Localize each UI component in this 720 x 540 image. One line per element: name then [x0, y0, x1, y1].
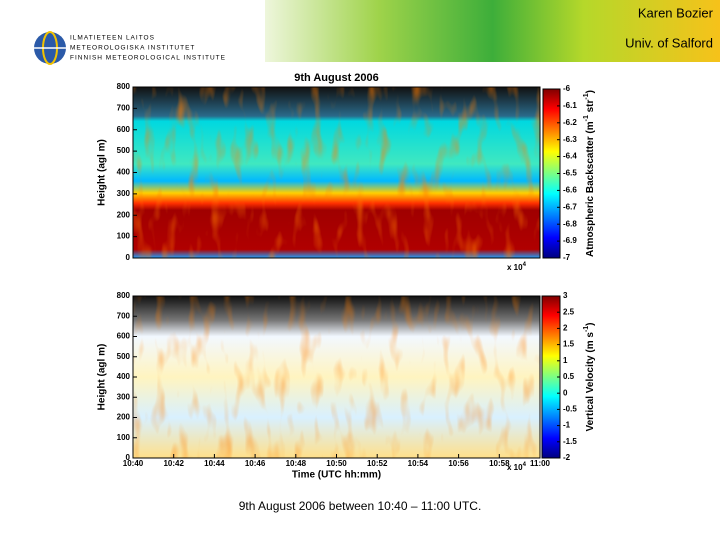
colorbar-tick-label: -6.1 — [563, 101, 577, 110]
x-tick-label: 10:42 — [163, 459, 184, 468]
colorbar-label-part: Atmospheric Backscatter (m — [585, 121, 596, 257]
colorbar-label-sup: -1 — [583, 326, 590, 332]
banner — [265, 0, 720, 62]
author: Karen Bozier — [638, 5, 714, 20]
x-tick-label: 10:50 — [326, 459, 347, 468]
x-exponent-power: 4 — [523, 262, 527, 268]
colorbar-label: Atmospheric Backscatter (m-1 str-1) — [583, 90, 596, 257]
colorbar-tick-label: -6.2 — [563, 118, 577, 127]
y-tick-label: 0 — [126, 453, 131, 462]
x-axis-label: Time (UTC hh:mm) — [292, 470, 381, 481]
x-tick-label: 10:52 — [367, 459, 388, 468]
x-tick-label: 10:40 — [123, 459, 144, 468]
colorbar-tick-label: -6.7 — [563, 202, 577, 211]
colorbar-tick-label: -2 — [563, 453, 571, 462]
y-tick-label: 600 — [117, 125, 131, 134]
x-exponent-base: x 10 — [507, 263, 523, 272]
x-tick-label: 10:54 — [408, 459, 429, 468]
x-tick-label: 10:44 — [204, 459, 225, 468]
y-tick-label: 300 — [117, 189, 131, 198]
x-exponent: x 104 — [507, 462, 527, 473]
y-tick-label: 700 — [117, 103, 131, 112]
x-exponent-power: 4 — [523, 462, 527, 468]
colorbar-label-part: ) — [585, 90, 596, 93]
colorbar-tick-label: 3 — [563, 291, 568, 300]
y-axis-label: Height (agl m) — [97, 344, 108, 411]
y-tick-label: 100 — [117, 232, 131, 241]
colorbar-tick-label: -1.5 — [563, 437, 577, 446]
y-tick-label: 200 — [117, 413, 131, 422]
colorbar-tick-label: -7 — [563, 253, 571, 262]
colorbar-tick-label: 1 — [563, 356, 568, 365]
velocity-texture — [133, 296, 540, 458]
logo: ILMATIETEEN LAITOS METEOROLOGISKA INSTIT… — [34, 31, 226, 65]
y-tick-label: 500 — [117, 146, 131, 155]
x-tick-label: 10:56 — [448, 459, 469, 468]
y-tick-label: 400 — [117, 372, 131, 381]
x-tick-label: 10:58 — [489, 459, 510, 468]
colorbar-tick-label: 2 — [563, 324, 568, 333]
colorbar-label-sup: -1 — [583, 115, 590, 121]
y-tick-label: 100 — [117, 433, 131, 442]
y-tick-label: 600 — [117, 332, 131, 341]
colorbar-tick-label: -6.5 — [563, 169, 577, 178]
y-tick-label: 200 — [117, 210, 131, 219]
x-exponent: x 104 — [507, 262, 527, 273]
colorbar-label-part: Vertical Velocity (m s — [585, 332, 596, 432]
plot-title: 9th August 2006 — [294, 72, 379, 84]
colorbar-tick-label: -1 — [563, 421, 571, 430]
y-tick-label: 800 — [117, 82, 131, 91]
caption: 9th August 2006 between 10:40 – 11:00 UT… — [239, 499, 482, 513]
colorbar-tick-label: -6.8 — [563, 219, 577, 228]
colorbar-label-part: str — [585, 99, 596, 115]
y-axis-label: Height (agl m) — [97, 139, 108, 206]
backscatter-texture — [133, 87, 540, 258]
y-tick-label: 700 — [117, 311, 131, 320]
y-tick-label: 800 — [117, 291, 131, 300]
colorbar-label-sup: -1 — [583, 93, 590, 99]
x-exponent-base: x 10 — [507, 463, 523, 472]
colorbar-tick-label: -6.9 — [563, 236, 577, 245]
affiliation: Univ. of Salford — [625, 35, 713, 50]
y-tick-label: 400 — [117, 168, 131, 177]
colorbar-tick-label: -6.6 — [563, 186, 577, 195]
colorbar-tick-label: -0.5 — [563, 405, 577, 414]
colorbar-tick-label: -6 — [563, 84, 571, 93]
colorbar-tick-label: 0.5 — [563, 372, 575, 381]
y-tick-label: 300 — [117, 392, 131, 401]
colorbar-tick-label: -6.3 — [563, 135, 577, 144]
logo-text: FINNISH METEOROLOGICAL INSTITUTE — [70, 55, 226, 62]
colorbar-tick-label: -6.4 — [563, 152, 577, 161]
colorbar-label: Vertical Velocity (m s-1) — [583, 322, 596, 431]
x-tick-label: 11:00 — [530, 459, 551, 468]
x-tick-label: 10:48 — [286, 459, 307, 468]
x-tick-label: 10:46 — [245, 459, 266, 468]
logo-text: ILMATIETEEN LAITOS — [70, 35, 155, 42]
colorbar-label-part: ) — [585, 322, 596, 325]
colorbar-tick-label: 1.5 — [563, 340, 575, 349]
y-tick-label: 0 — [126, 253, 131, 262]
colorbar-tick-label: 0 — [563, 388, 568, 397]
logo-text: METEOROLOGISKA INSTITUTET — [70, 45, 195, 52]
colorbar-tick-label: 2.5 — [563, 307, 575, 316]
y-tick-label: 500 — [117, 352, 131, 361]
